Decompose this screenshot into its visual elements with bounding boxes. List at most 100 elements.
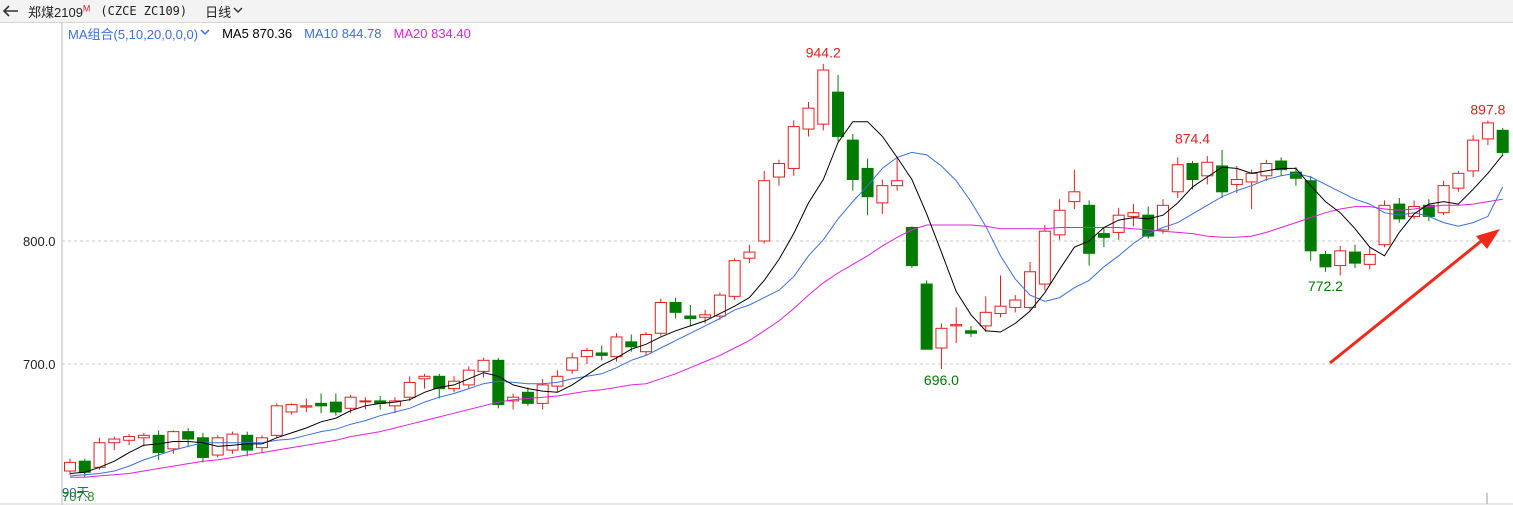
candle-up: [167, 431, 180, 450]
candle-down: [595, 352, 608, 356]
candle-down: [492, 359, 505, 406]
annotation-arrow-head: [1476, 229, 1500, 249]
candle-up: [1230, 179, 1243, 185]
candle-up: [1112, 214, 1125, 233]
contract-symbol: 郑煤2109M: [28, 2, 90, 21]
candle-up: [137, 434, 150, 439]
candlestick-chart[interactable]: 700.0 800.0 944.2 696.0 874.4 772.2 897.8 90天70…: [0, 23, 1513, 505]
candle-up: [772, 163, 785, 178]
candle-up: [566, 357, 579, 371]
candle-down: [196, 437, 209, 458]
chart-toolbar: 郑煤2109M (CZCE ZC109) 日线: [0, 0, 1513, 23]
candle-up: [64, 461, 76, 472]
candle-down: [669, 302, 682, 313]
candle-up: [802, 107, 815, 130]
candle-up: [743, 251, 756, 259]
period-selector[interactable]: 日线: [205, 2, 243, 21]
ma5-value: MA5 870.36: [222, 25, 293, 41]
ma20-value: MA20 834.40: [393, 25, 471, 41]
candle-up: [1334, 250, 1347, 267]
main-contract-badge: M: [82, 3, 91, 14]
candle-up: [536, 384, 549, 404]
candle-up: [388, 400, 401, 407]
candle-up: [1467, 139, 1480, 172]
candle-down: [684, 315, 697, 319]
candle-up: [1437, 185, 1450, 214]
candle-down: [1348, 251, 1361, 264]
ma20-line: [70, 198, 1503, 478]
candle-up: [580, 349, 593, 358]
candle-up: [654, 302, 667, 334]
ma5-line: [69, 121, 1504, 474]
candle-up: [108, 438, 121, 444]
candle-down: [1496, 129, 1509, 153]
candle-up: [1481, 122, 1494, 140]
candle-up: [1024, 271, 1037, 308]
contract-name: 郑煤2109: [28, 4, 83, 20]
candle-up: [610, 336, 623, 358]
candle-down: [905, 226, 918, 267]
candle-up: [758, 180, 771, 242]
candle-up: [950, 324, 963, 327]
candle-up: [1408, 206, 1421, 217]
candle-up: [93, 442, 106, 468]
candle-down: [433, 375, 446, 390]
candle-up: [728, 260, 741, 297]
ma-legend: MA组合(5,10,20,0,0,0) MA5 870.36 MA10 844.…: [68, 24, 471, 43]
candle-down: [1393, 203, 1406, 220]
candle-down: [964, 330, 977, 334]
candle-down: [625, 341, 638, 348]
candle-up: [979, 311, 992, 327]
candle-up: [270, 405, 283, 436]
candle-up: [462, 369, 475, 386]
candle-up: [300, 405, 313, 408]
candle-up: [1260, 163, 1273, 177]
y-tick-label: 700.0: [23, 357, 56, 372]
candle-up: [285, 404, 298, 413]
candle-up: [477, 359, 490, 372]
candle-up: [1009, 299, 1022, 308]
candle-down: [920, 283, 933, 350]
range-days-label: 90天: [62, 485, 89, 500]
candle-down: [1186, 163, 1199, 180]
candle-up: [1053, 209, 1066, 236]
candle-up: [1038, 230, 1051, 285]
annotation-arrow-shaft: [1329, 236, 1486, 365]
candle-up: [1201, 161, 1214, 177]
candle-up: [1363, 254, 1376, 265]
extreme-price-label: 772.2: [1308, 278, 1343, 294]
candle-up: [891, 180, 904, 187]
candle-down: [1083, 204, 1096, 254]
indicator-name: MA组合(5,10,20,0,0,0): [68, 26, 199, 42]
candle-up: [359, 400, 372, 403]
candle-down: [1097, 233, 1110, 238]
candle-up: [699, 314, 712, 318]
candle-up: [817, 69, 830, 125]
chevron-down-icon: [233, 6, 243, 17]
candle-up: [1245, 172, 1258, 183]
exchange-code: (CZCE ZC109): [100, 4, 188, 18]
candle-up: [1156, 204, 1169, 231]
candle-up: [994, 305, 1007, 315]
candle-up: [787, 126, 800, 169]
candle-up: [403, 381, 416, 398]
extreme-price-label: 874.4: [1175, 130, 1210, 146]
candle-down: [1216, 165, 1229, 193]
period-label: 日线: [205, 4, 232, 20]
range-low-label: 707.8: [62, 489, 95, 504]
back-arrow-icon[interactable]: [0, 0, 22, 22]
candle-down: [1319, 254, 1332, 268]
candle-down: [182, 431, 195, 440]
candle-up: [1171, 164, 1184, 193]
indicator-selector[interactable]: MA组合(5,10,20,0,0,0): [68, 24, 210, 43]
candle-up: [1378, 204, 1391, 246]
candle-up: [123, 436, 136, 441]
candle-up: [344, 396, 357, 409]
ma10-line: [69, 151, 1504, 477]
candle-up: [935, 327, 948, 349]
extreme-price-label: 897.8: [1470, 102, 1505, 118]
ma10-value: MA10 844.78: [304, 25, 382, 41]
candle-down: [329, 401, 342, 413]
candle-up: [640, 333, 653, 353]
candle-down: [846, 139, 859, 180]
